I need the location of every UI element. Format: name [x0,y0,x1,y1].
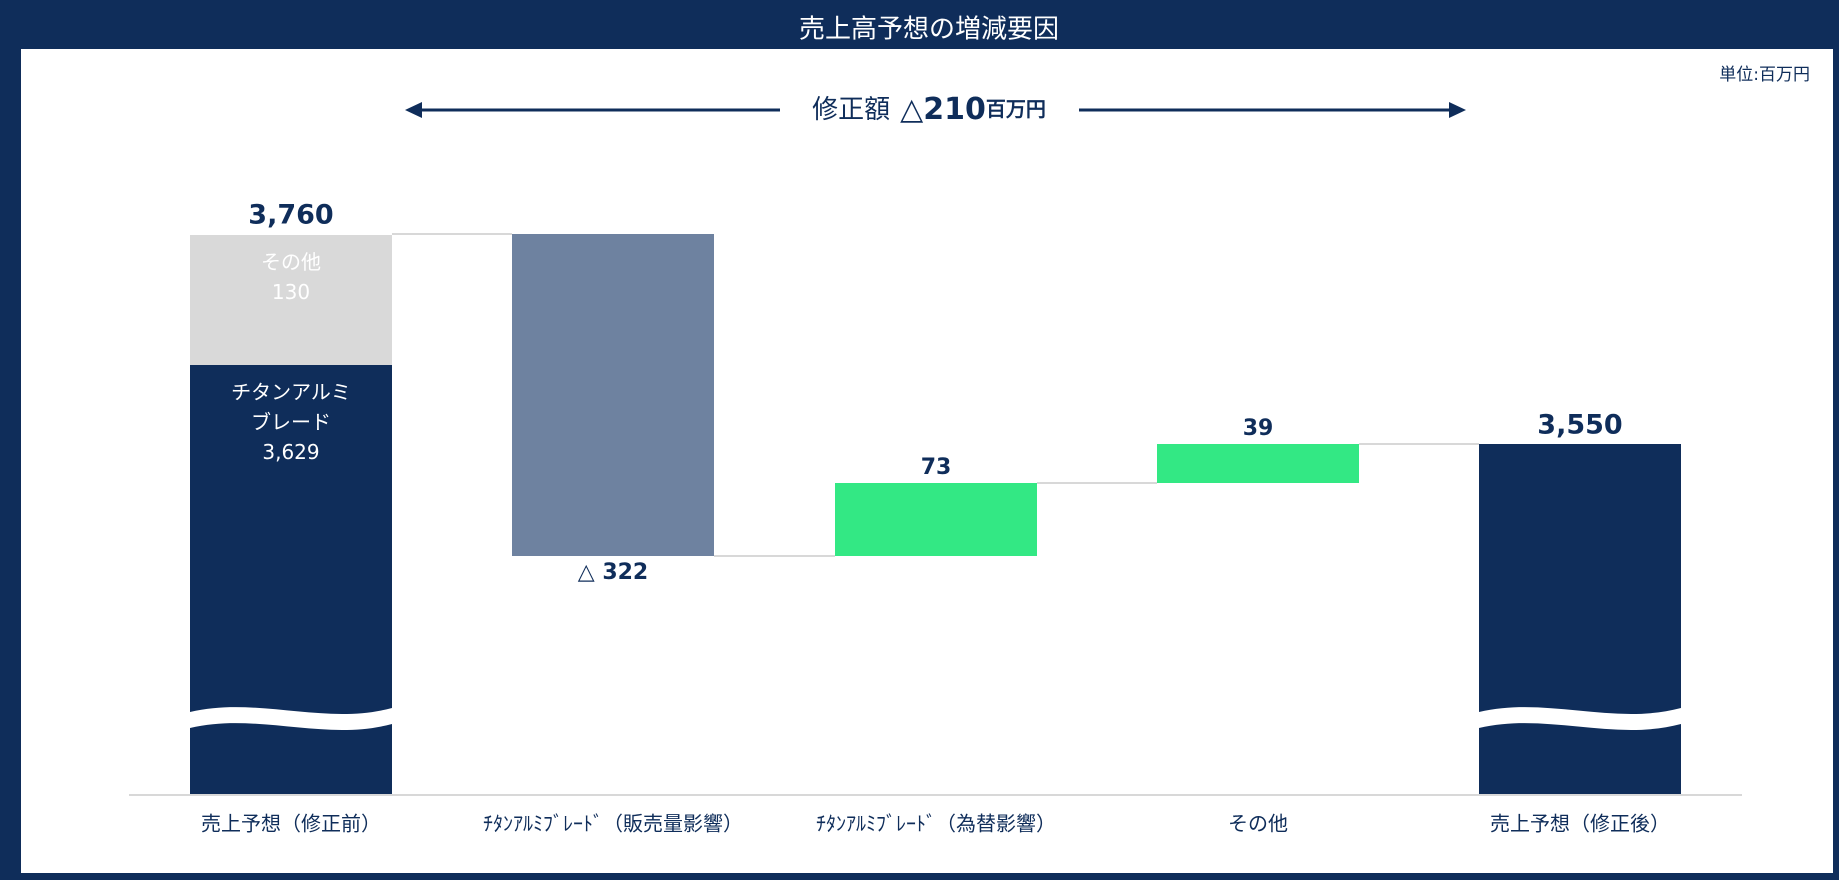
x-tick-label: 売上予想（修正後） [1490,812,1670,836]
x-tick-label: ﾁﾀﾝｱﾙﾐﾌﾞﾚｰﾄﾞ（為替影響） [816,812,1056,836]
axis-break [1479,707,1681,730]
bar [512,234,714,556]
arrow-head [405,102,422,118]
segment-name: その他 [261,250,321,274]
x-tick-label: ﾁﾀﾝｱﾙﾐﾌﾞﾚｰﾄﾞ（販売量影響） [483,812,743,836]
annotation-value: △210 [900,92,986,127]
value-label: 3,760 [248,200,333,231]
stack-segment [190,235,392,365]
x-tick-label: 売上予想（修正前） [201,812,381,836]
segment-label: その他 130 [221,247,361,307]
segment-value: 3,629 [262,440,320,464]
annotation: 修正額 △210百万円 [812,92,1046,127]
bar [1479,444,1681,794]
unit-label: 単位:百万円 [1719,65,1810,85]
segment-label: チタンアルミブレード 3,629 [221,377,361,467]
x-tick-label: その他 [1228,812,1288,836]
value-label: 39 [1243,416,1274,441]
segment-value: 130 [271,280,311,304]
bar [835,483,1037,556]
chart-title: 売上高予想の増減要因 [799,15,1059,45]
annotation-unit: 百万円 [986,97,1046,121]
axis-break [190,707,392,730]
value-label: 3,550 [1537,410,1622,441]
value-label: 73 [921,455,952,480]
value-label: △ 322 [578,560,649,585]
annotation-text: 修正額 [812,95,890,125]
bar [1157,444,1359,483]
arrow-head [1449,102,1466,118]
segment-name: チタンアルミブレード [231,380,351,434]
